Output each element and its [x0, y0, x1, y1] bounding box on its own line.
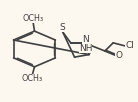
- Text: Cl: Cl: [125, 41, 134, 50]
- Text: NH: NH: [79, 44, 92, 53]
- Text: OCH₃: OCH₃: [22, 74, 43, 83]
- Text: O: O: [115, 51, 122, 60]
- Text: N: N: [82, 35, 89, 44]
- Text: OCH₃: OCH₃: [22, 14, 44, 23]
- Text: S: S: [59, 23, 65, 32]
